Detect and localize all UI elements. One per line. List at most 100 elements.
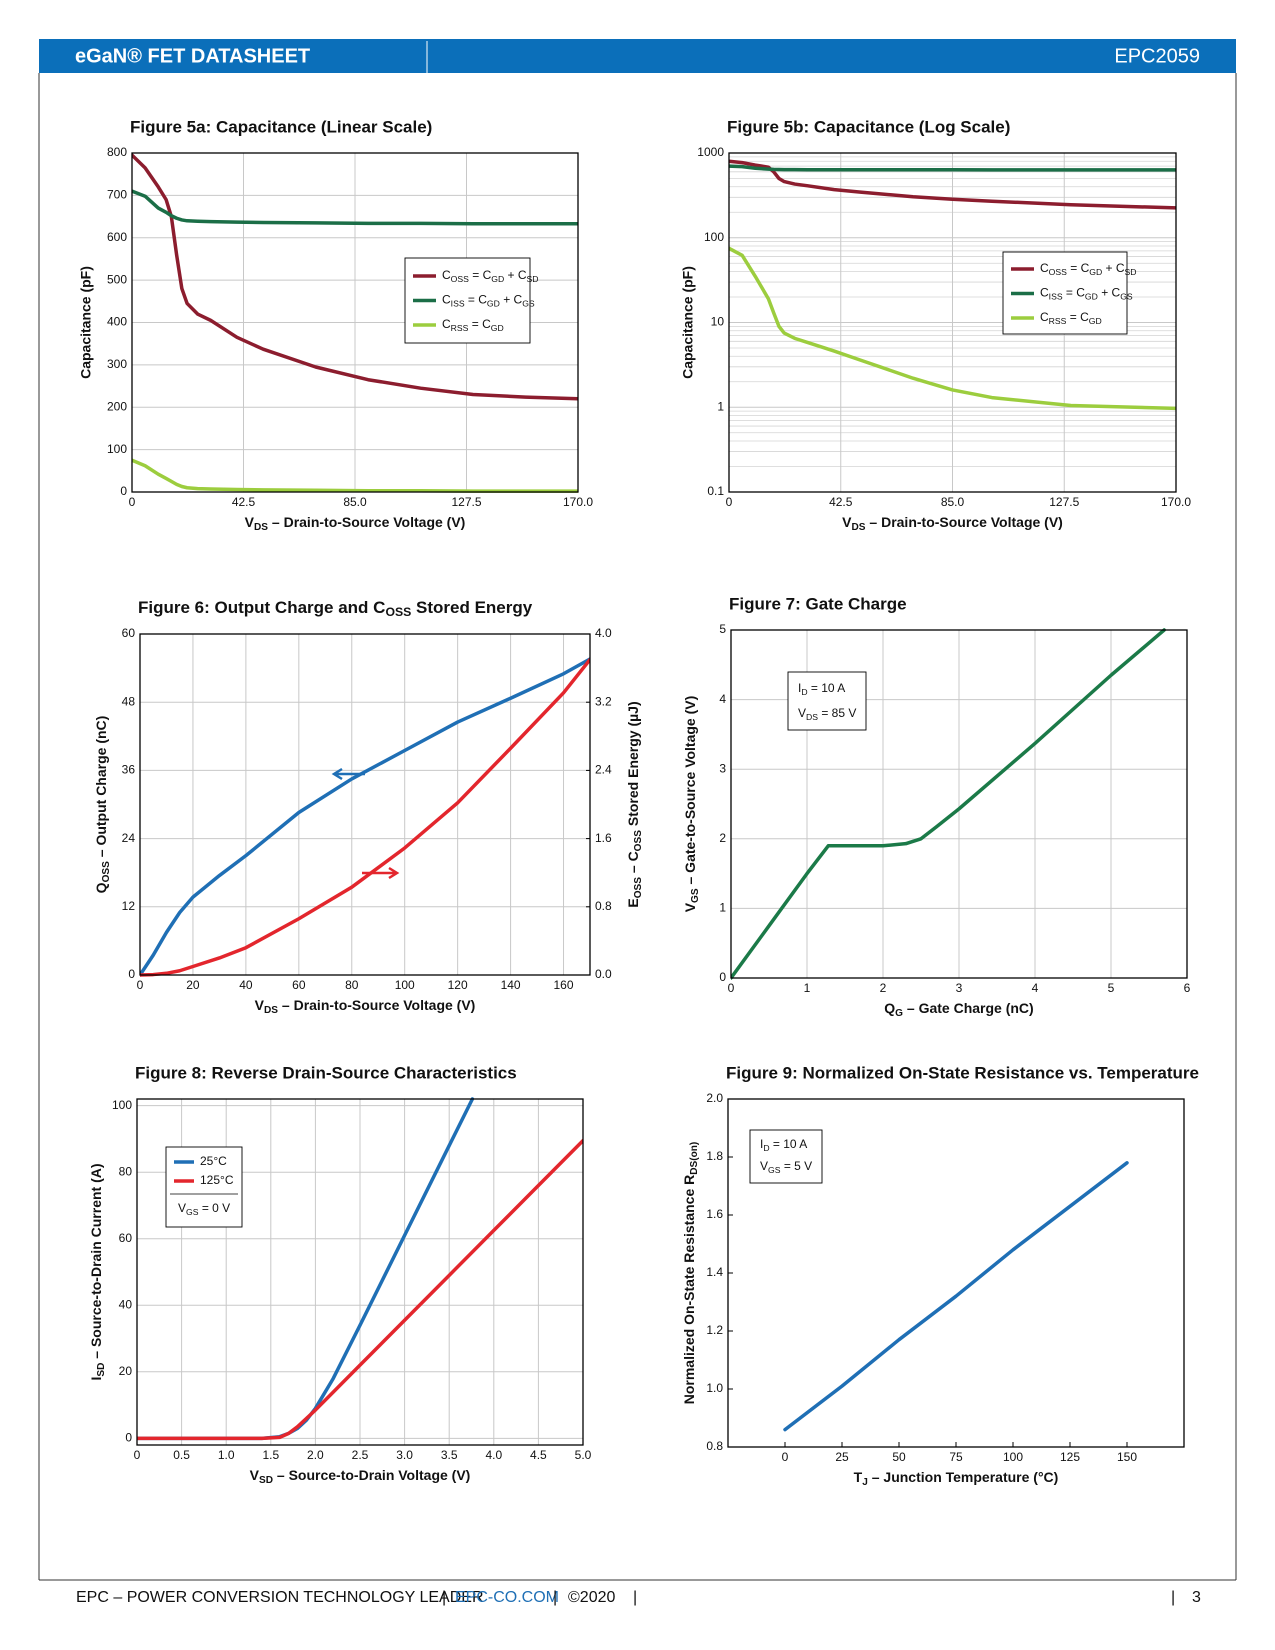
x-tick-label: 1: [804, 981, 811, 995]
subscript: SD: [527, 274, 539, 284]
x-tick-label: 4.0: [485, 1448, 502, 1462]
y-tick-label: 0: [120, 484, 127, 498]
y-tick-label: 0: [128, 967, 135, 981]
text-run: = C: [468, 317, 491, 331]
footer-separator: |: [442, 1589, 446, 1606]
y2-axis-label: EOSS – COSS Stored Energy (µJ): [625, 701, 644, 907]
y-tick-label: 700: [107, 188, 127, 202]
subscript: D: [801, 687, 807, 697]
subscript: SD: [259, 1475, 273, 1486]
data-line: [729, 164, 1176, 172]
y-tick-label: 1.6: [706, 1207, 723, 1221]
y2-tick-label: 2.4: [595, 763, 612, 777]
text-run: = 0 V: [198, 1201, 230, 1215]
subscript: DS: [852, 522, 866, 533]
text-run: C: [442, 317, 451, 331]
x-tick-label: 42.5: [232, 495, 256, 509]
text-run: – Source-to-Drain Voltage (V): [273, 1467, 470, 1483]
legend-label: COSS = CGD + CSD: [442, 268, 539, 284]
x-tick-label: 42.5: [829, 495, 853, 509]
y-tick-label: 1.8: [706, 1149, 723, 1163]
subscript: OSS: [633, 830, 644, 852]
x-tick-label: 60: [292, 978, 306, 992]
text-run: = 85 V: [818, 706, 856, 720]
text-run: I: [798, 681, 801, 695]
chart-title: Figure 9: Normalized On-State Resistance…: [726, 1063, 1199, 1082]
x-tick-label: 4: [1032, 981, 1039, 995]
y-tick-label: 200: [107, 399, 127, 413]
subscript: D: [763, 1143, 769, 1153]
subscript: DS(on): [689, 1142, 700, 1175]
text-run: Q: [93, 882, 109, 893]
subscript: G: [895, 1008, 903, 1019]
legend-note: VGS = 0 V: [178, 1201, 230, 1217]
data-line: [137, 1138, 583, 1441]
x-tick-label: 1.0: [218, 1448, 235, 1462]
subscript: GD: [491, 274, 504, 284]
x-tick-label: 5: [1108, 981, 1115, 995]
text-run: + C: [1102, 261, 1125, 275]
y-tick-label: 60: [119, 1231, 133, 1245]
x-tick-label: 170.0: [563, 495, 593, 509]
x-tick-label: 40: [239, 978, 253, 992]
subscript: GD: [1089, 316, 1102, 326]
text-run: Stored Energy (µJ): [625, 701, 641, 830]
y-axis-label: ISD – Source-to-Drain Current (A): [88, 1163, 107, 1380]
y-tick-label: 24: [122, 831, 136, 845]
legend-label: CISS = CGD + CGS: [1040, 286, 1133, 302]
text-run: + C: [504, 268, 527, 282]
x-tick-label: 0: [129, 495, 136, 509]
text-run: = 10 A: [770, 1137, 808, 1151]
y-tick-label: 600: [107, 230, 127, 244]
x-tick-label: 150: [1117, 1450, 1137, 1464]
data-line: [132, 153, 578, 401]
x-tick-label: 170.0: [1161, 495, 1191, 509]
x-axis-label: QG – Gate Charge (nC): [884, 1000, 1033, 1019]
subscript: GS: [768, 1165, 781, 1175]
x-tick-label: 85.0: [941, 495, 965, 509]
text-run: = C: [1066, 310, 1089, 324]
legend-label: CISS = CGD + CGS: [442, 293, 535, 309]
data-line: [783, 1161, 1129, 1432]
subscript: GS: [186, 1207, 199, 1217]
x-tick-label: 127.5: [451, 495, 481, 509]
y2-tick-label: 0.0: [595, 967, 612, 981]
subscript: DS: [806, 712, 818, 722]
text-run: = C: [465, 293, 488, 307]
annotation-text: ID = 10 A: [798, 681, 845, 697]
x-tick-label: 100: [1003, 1450, 1023, 1464]
y-tick-label: 800: [107, 145, 127, 159]
text-run: Normalized On-State Resistance R: [681, 1175, 697, 1405]
footer-website[interactable]: EPC-CO.COM: [455, 1589, 559, 1606]
y-tick-label: 5: [719, 622, 726, 636]
x-tick-label: 50: [892, 1450, 906, 1464]
x-tick-label: 0: [137, 978, 144, 992]
y-tick-label: 10: [711, 315, 725, 329]
annotation-box: [787, 671, 867, 731]
legend-label: CRSS = CGD: [1040, 310, 1102, 326]
part-number: EPC2059: [1114, 45, 1200, 67]
subscript: GD: [491, 323, 504, 333]
x-tick-label: 100: [395, 978, 415, 992]
annotation-text: VDS = 85 V: [798, 706, 856, 722]
data-line: [731, 628, 1166, 980]
chart-title: Figure 6: Output Charge and COSS Stored …: [138, 598, 533, 619]
annotation-text: VGS = 5 V: [760, 1159, 812, 1175]
subscript: GD: [1089, 267, 1102, 277]
text-run: C: [1040, 310, 1049, 324]
y-tick-label: 0: [125, 1431, 132, 1445]
text-run: – Source-to-Drain Current (A): [88, 1163, 104, 1362]
text-run: – Drain-to-Source Voltage (V): [866, 514, 1063, 530]
x-tick-label: 20: [186, 978, 200, 992]
y-tick-label: 40: [119, 1297, 133, 1311]
y-tick-label: 48: [122, 694, 136, 708]
text-run: V: [178, 1201, 186, 1215]
page-number: 3: [1192, 1589, 1201, 1606]
subscript: RSS: [451, 323, 469, 333]
data-line: [729, 246, 1176, 411]
x-tick-label: 75: [949, 1450, 963, 1464]
x-tick-label: 80: [345, 978, 359, 992]
footer-copyright: ©2020: [568, 1589, 615, 1606]
text-run: C: [1040, 261, 1049, 275]
x-axis-label: VSD – Source-to-Drain Voltage (V): [250, 1467, 471, 1486]
